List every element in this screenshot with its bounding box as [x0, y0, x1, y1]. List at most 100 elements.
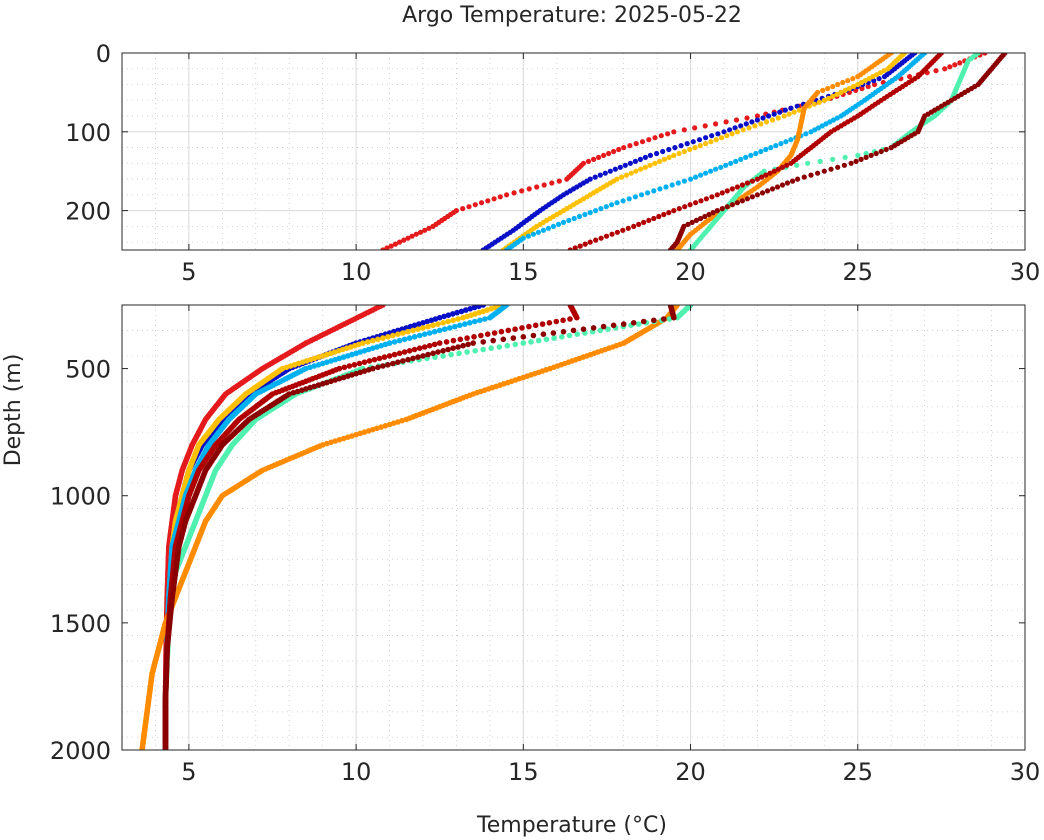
data-point	[777, 109, 783, 115]
data-point	[749, 194, 756, 200]
data-point	[458, 308, 465, 315]
data-point	[567, 316, 573, 322]
data-point	[743, 121, 749, 127]
data-point	[724, 188, 730, 194]
data-point	[603, 204, 609, 210]
y-tick-label: 200	[65, 198, 111, 226]
data-point	[590, 325, 597, 331]
data-point	[357, 349, 364, 355]
data-point	[512, 341, 519, 348]
data-point	[863, 154, 869, 160]
data-point	[582, 241, 588, 247]
data-point	[365, 428, 372, 434]
data-point	[775, 166, 781, 172]
data-point	[733, 117, 740, 123]
data-point	[498, 328, 505, 335]
data-point	[942, 66, 948, 72]
axes-frame-lower	[121, 304, 1026, 751]
data-point	[425, 351, 431, 358]
data-point	[693, 174, 699, 180]
data-point	[609, 202, 615, 208]
data-point	[353, 370, 359, 377]
data-point	[539, 321, 546, 327]
data-point	[840, 79, 846, 86]
data-point	[534, 184, 540, 190]
profile-8	[667, 53, 1008, 250]
data-point	[535, 229, 542, 235]
data-point	[641, 219, 647, 225]
data-point	[709, 133, 715, 139]
data-point	[478, 200, 485, 206]
data-point	[478, 332, 484, 339]
data-point	[425, 323, 431, 330]
data-point	[345, 373, 351, 380]
data-point	[754, 192, 761, 198]
data-point	[391, 339, 398, 345]
data-point	[609, 231, 615, 237]
data-point	[556, 178, 562, 184]
data-point	[448, 351, 454, 358]
data-point	[430, 322, 436, 329]
data-point	[732, 125, 738, 131]
profile-8	[162, 305, 677, 750]
data-point	[294, 388, 301, 395]
x-tick-label: 20	[675, 758, 706, 786]
data-point	[435, 321, 441, 327]
data-point	[764, 119, 770, 125]
data-point	[403, 416, 410, 423]
data-point	[426, 225, 432, 231]
data-point	[738, 156, 744, 162]
data-point	[430, 350, 436, 357]
data-point	[727, 127, 733, 133]
data-point	[541, 182, 547, 188]
data-point	[440, 320, 446, 326]
data-point	[535, 337, 542, 344]
data-point	[511, 190, 517, 196]
data-point	[426, 330, 433, 336]
data-point	[620, 227, 626, 233]
data-point	[307, 364, 313, 371]
data-point	[619, 174, 625, 180]
data-point	[591, 156, 597, 162]
data-point	[597, 327, 604, 334]
data-point	[450, 337, 457, 344]
data-point	[416, 321, 422, 327]
data-point	[805, 160, 811, 166]
data-point	[801, 174, 807, 180]
y-tick-label: 2000	[50, 737, 111, 765]
data-point	[400, 330, 406, 336]
data-point	[703, 135, 709, 141]
data-point	[627, 143, 633, 149]
data-point	[697, 143, 703, 149]
data-point	[386, 421, 393, 428]
data-point	[411, 334, 418, 340]
data-point	[863, 150, 869, 157]
chart-title: Argo Temperature: 2025-05-22	[402, 3, 742, 28]
data-point	[752, 123, 758, 129]
data-point	[685, 221, 691, 227]
data-point	[830, 83, 836, 90]
data-point	[759, 174, 765, 180]
data-point	[405, 328, 411, 335]
data-point	[385, 334, 391, 340]
data-point	[472, 202, 478, 208]
data-point	[460, 206, 466, 212]
profile-1	[380, 53, 988, 250]
data-point	[396, 350, 403, 357]
x-tick-label: 25	[843, 758, 874, 786]
data-point	[415, 326, 421, 333]
data-point	[353, 431, 359, 438]
data-point	[865, 83, 871, 90]
data-point	[708, 168, 714, 174]
data-point	[395, 359, 401, 366]
data-point	[661, 211, 667, 218]
data-point	[657, 186, 663, 192]
data-point	[560, 219, 567, 225]
data-point	[420, 353, 426, 359]
data-point	[709, 194, 715, 200]
data-point	[546, 320, 553, 326]
data-point	[660, 148, 666, 155]
data-point	[463, 307, 469, 313]
data-point	[632, 158, 639, 164]
data-point	[390, 360, 396, 367]
